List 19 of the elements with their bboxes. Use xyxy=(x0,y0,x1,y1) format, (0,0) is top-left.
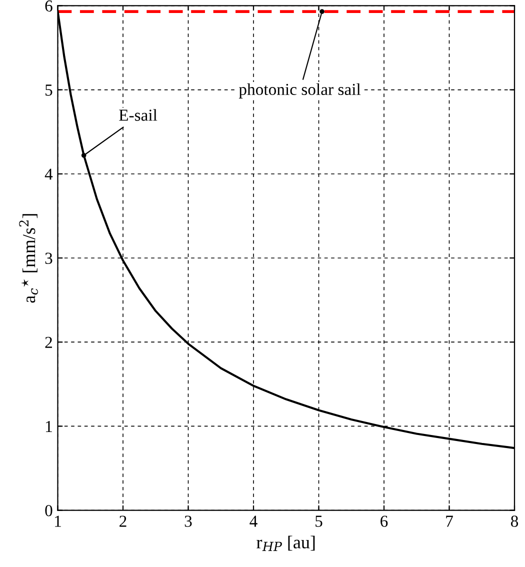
y-tick-label: 4 xyxy=(44,168,53,180)
x-tick-label: 6 xyxy=(380,516,388,527)
x-tick-label: 8 xyxy=(510,516,518,527)
y-tick-label: 0 xyxy=(45,505,52,516)
annotation: photonic solar sail xyxy=(238,83,361,98)
y-tick-label: 6 xyxy=(45,0,52,12)
y-tick-label: 5 xyxy=(46,84,52,96)
y-tick-label: 2 xyxy=(45,336,52,348)
x-axis-title: r$_{HP}$ [au] xyxy=(256,536,315,552)
x-tick-label: 3 xyxy=(184,516,192,527)
x-tick-label: 4 xyxy=(250,516,258,527)
x-tick-label: 7 xyxy=(446,516,453,527)
x-tick-label: 5 xyxy=(316,516,322,527)
y-tick-label: 1 xyxy=(46,420,52,432)
annotation: E-sail xyxy=(119,109,158,121)
x-tick-label: 2 xyxy=(120,516,126,527)
x-tick-label: 1 xyxy=(55,516,61,527)
y-tick-label: 3 xyxy=(45,252,52,264)
y-axis-title: a$_{c}$$^{⋆}$ [mm/s$^{2}$] xyxy=(19,214,38,303)
